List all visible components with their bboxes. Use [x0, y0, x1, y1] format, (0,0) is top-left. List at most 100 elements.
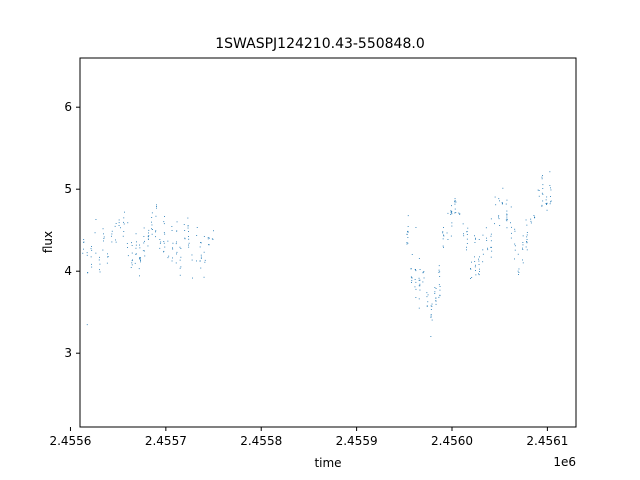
data-point: [443, 234, 444, 236]
data-point: [518, 268, 520, 270]
data-point: [407, 215, 409, 217]
data-point: [438, 296, 440, 298]
data-point: [115, 239, 116, 241]
data-point: [123, 221, 124, 223]
data-point: [474, 261, 476, 262]
data-point: [140, 261, 141, 263]
data-point: [83, 241, 85, 243]
data-point: [103, 238, 105, 239]
data-point: [86, 254, 88, 256]
data-point: [151, 224, 153, 226]
data-point: [419, 285, 421, 287]
data-point: [518, 274, 519, 275]
data-point: [199, 260, 201, 262]
data-point: [131, 252, 133, 254]
data-point: [479, 271, 480, 272]
data-point: [442, 245, 444, 247]
data-point: [103, 233, 104, 235]
data-point: [506, 215, 508, 217]
data-point: [415, 227, 417, 228]
data-point: [103, 240, 104, 242]
data-point: [130, 267, 132, 268]
data-point: [454, 208, 456, 210]
data-point: [474, 235, 475, 237]
data-point: [180, 266, 182, 268]
data-point: [200, 267, 202, 269]
data-point: [171, 230, 173, 231]
data-point: [213, 230, 214, 232]
data-point: [462, 223, 464, 225]
data-point: [438, 284, 440, 286]
data-point: [142, 250, 144, 252]
data-point: [537, 189, 539, 191]
data-point: [533, 215, 535, 216]
data-point: [546, 196, 548, 198]
data-point: [498, 216, 499, 218]
data-point: [454, 200, 456, 202]
data-point: [188, 246, 190, 248]
data-point: [203, 276, 205, 278]
data-point: [124, 211, 125, 213]
data-point: [155, 236, 156, 238]
data-point: [156, 206, 157, 207]
data-point: [135, 247, 137, 249]
data-point: [418, 279, 420, 281]
data-point: [427, 301, 429, 303]
data-point: [542, 200, 544, 202]
data-point: [123, 223, 125, 225]
data-point: [139, 244, 140, 246]
data-point: [99, 269, 100, 271]
data-point: [466, 234, 468, 235]
data-point: [139, 257, 140, 259]
data-point: [147, 236, 149, 238]
data-point: [200, 254, 202, 256]
data-point: [435, 303, 437, 305]
data-point: [163, 221, 165, 223]
data-point: [454, 203, 456, 205]
data-point: [522, 235, 524, 237]
data-point: [86, 252, 88, 254]
data-point: [183, 224, 185, 225]
data-point: [90, 248, 92, 250]
data-point: [135, 233, 137, 235]
data-point: [120, 227, 121, 229]
data-point: [447, 239, 449, 240]
chart-title: 1SWASPJ124210.43-550848.0: [215, 36, 424, 52]
data-point: [431, 319, 433, 321]
data-point: [151, 233, 153, 235]
axes-frame: [79, 57, 577, 428]
data-point: [530, 222, 532, 224]
data-point: [172, 248, 174, 250]
data-point: [434, 291, 436, 293]
data-point: [454, 212, 456, 214]
data-point: [514, 245, 516, 247]
data-point: [541, 204, 543, 206]
data-point: [148, 232, 149, 234]
data-point: [490, 246, 492, 248]
data-point: [95, 252, 97, 254]
data-point: [419, 269, 421, 270]
x-tick-label: 2.4561: [526, 434, 568, 448]
data-point: [550, 200, 552, 202]
data-point: [550, 189, 552, 191]
data-point: [107, 256, 109, 258]
x-axis-label: time: [314, 456, 341, 470]
data-point: [541, 178, 543, 180]
data-point: [199, 246, 201, 248]
data-point: [538, 190, 540, 191]
data-point: [407, 226, 409, 227]
data-point: [91, 249, 93, 251]
data-point: [485, 227, 487, 229]
data-point: [415, 281, 417, 283]
data-point: [451, 213, 453, 215]
y-tick-label: 4: [64, 264, 72, 278]
data-point: [443, 246, 444, 248]
data-point: [534, 216, 535, 218]
data-point: [410, 268, 412, 269]
data-point: [187, 227, 189, 229]
data-point: [446, 232, 448, 234]
y-axis-ticks: 3 4 5 6: [64, 100, 80, 360]
data-point: [517, 270, 519, 272]
